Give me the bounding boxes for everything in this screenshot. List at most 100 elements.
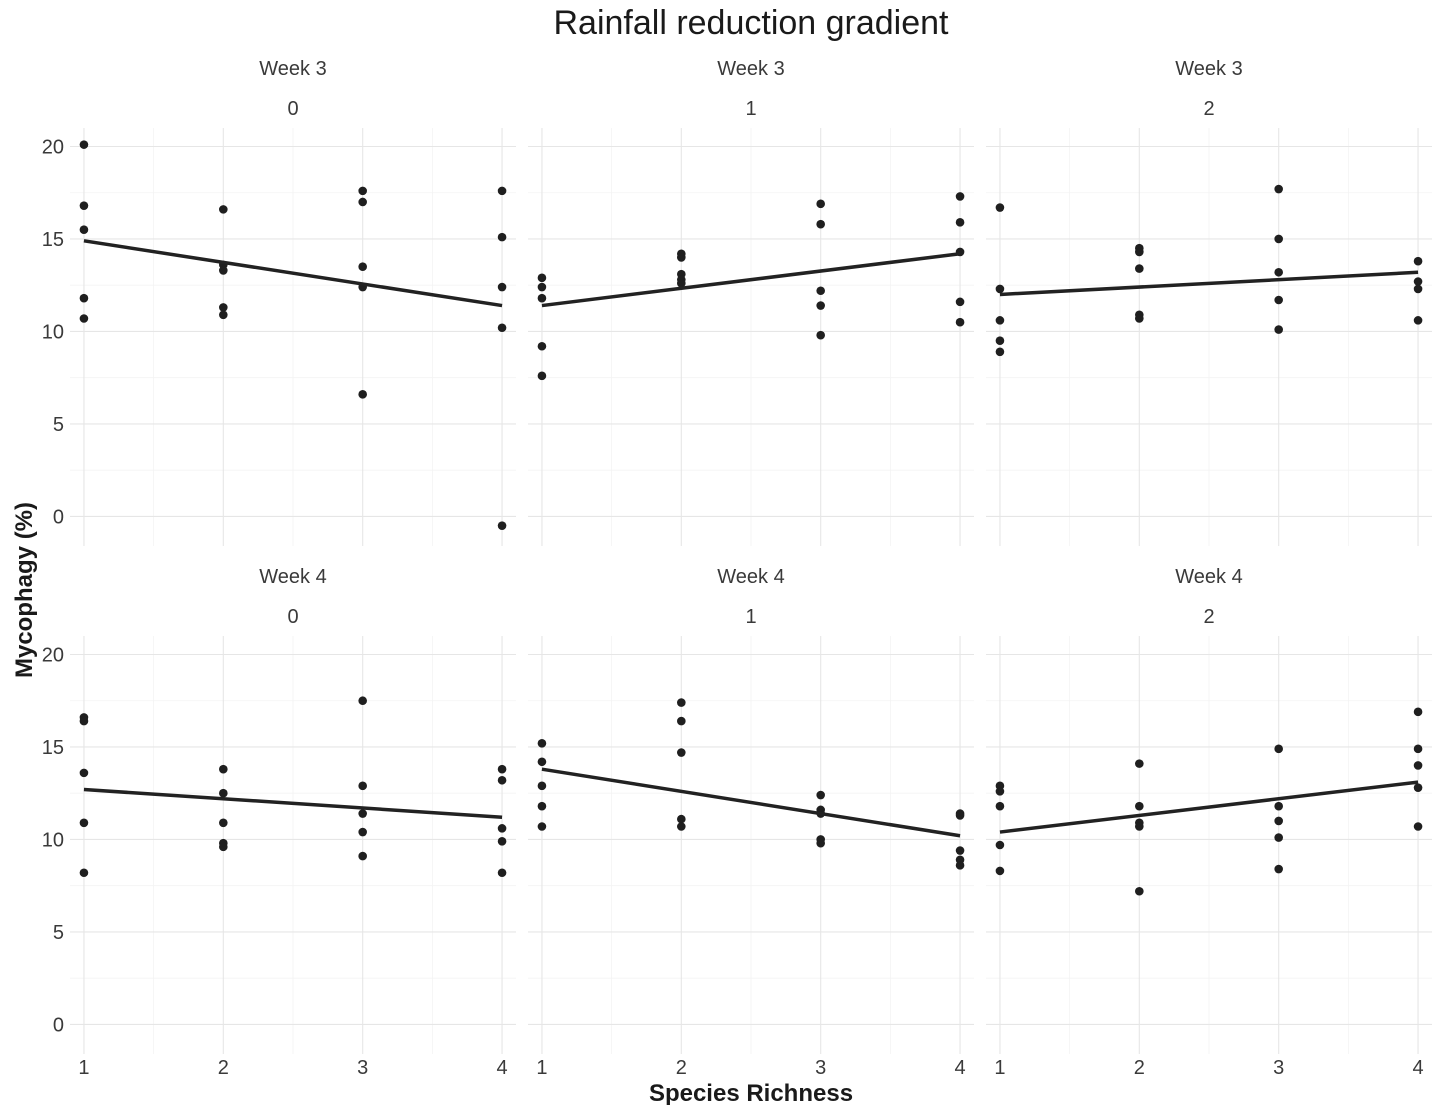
data-point xyxy=(537,822,547,831)
y-tick-label: 10 xyxy=(42,829,64,851)
data-point xyxy=(358,851,367,861)
x-tick-label: 2 xyxy=(676,1057,687,1079)
data-point xyxy=(1274,801,1283,811)
data-point xyxy=(955,861,965,870)
data-point xyxy=(995,336,1005,345)
facet-panel: Week 3 1 xyxy=(528,58,974,546)
y-tick-label: 15 xyxy=(42,737,64,759)
data-point xyxy=(1274,295,1283,305)
data-point xyxy=(995,866,1005,876)
data-point xyxy=(816,199,825,209)
data-point xyxy=(995,203,1005,212)
facet-strip-rainfall: 0 xyxy=(287,606,298,628)
data-point xyxy=(358,390,367,399)
data-point xyxy=(219,764,228,774)
x-axis-title: Species Richness xyxy=(649,1080,853,1105)
facet-strip-week: Week 3 xyxy=(259,58,326,80)
data-point xyxy=(79,868,89,878)
data-point xyxy=(219,303,228,312)
facet-panel: Week 3 2 xyxy=(986,58,1432,546)
x-tick-label: 4 xyxy=(1413,1057,1424,1079)
data-point xyxy=(1274,833,1283,842)
data-point xyxy=(677,822,686,831)
x-tick-label: 3 xyxy=(357,1057,368,1079)
regression-line xyxy=(83,787,503,820)
data-point xyxy=(537,757,547,767)
x-tick-label: 1 xyxy=(78,1057,89,1079)
facet-panel: Week 4 0 0 5 10 15 20 1 2 3 4 xyxy=(42,566,516,1079)
data-point xyxy=(358,186,367,196)
y-tick-label: 0 xyxy=(53,506,64,528)
x-tick-label: 2 xyxy=(218,1057,229,1079)
facet-panel: Week 3 0 0 5 10 15 20 xyxy=(42,58,516,546)
facet-strip-week: Week 3 xyxy=(717,58,784,80)
data-point xyxy=(358,696,367,706)
data-point xyxy=(497,868,507,878)
data-point xyxy=(79,225,89,235)
data-point xyxy=(1274,234,1283,244)
data-point xyxy=(816,219,825,229)
data-point xyxy=(816,838,825,848)
y-tick-label: 20 xyxy=(42,644,64,666)
data-point xyxy=(1274,816,1283,826)
x-tick-label: 3 xyxy=(1273,1057,1284,1079)
x-tick-label: 1 xyxy=(536,1057,547,1079)
data-point xyxy=(1135,886,1144,896)
data-point xyxy=(219,266,228,275)
y-tick-label: 5 xyxy=(53,922,64,944)
data-point xyxy=(358,781,367,791)
data-point xyxy=(995,347,1005,357)
data-point xyxy=(497,186,507,196)
data-point xyxy=(219,310,228,320)
data-point xyxy=(537,273,547,283)
y-tick-label: 5 xyxy=(53,414,64,436)
chart-title: Rainfall reduction gradient xyxy=(553,4,949,42)
data-point xyxy=(1413,256,1423,266)
data-point xyxy=(497,323,507,333)
data-point xyxy=(1274,184,1283,194)
data-point xyxy=(1135,822,1144,831)
facet-panel: Week 4 2 1 2 3 4 xyxy=(986,566,1432,1079)
data-point xyxy=(677,279,686,288)
regression-line xyxy=(999,270,1419,297)
data-point xyxy=(995,840,1005,850)
data-point xyxy=(955,192,965,201)
x-tick-label: 4 xyxy=(955,1057,966,1079)
facet-strip-rainfall: 1 xyxy=(745,98,756,120)
data-point xyxy=(219,788,228,798)
facet-strip-rainfall: 1 xyxy=(745,606,756,628)
facet-panels: Week 3 0 0 5 10 15 20 Week 3 1 Week 3 2 Week 4 0 0 5 10… xyxy=(42,58,1432,1079)
data-point xyxy=(497,282,507,292)
data-point xyxy=(79,293,89,303)
facet-strip-week: Week 4 xyxy=(1175,566,1242,588)
data-point xyxy=(537,738,547,748)
data-point xyxy=(677,698,686,707)
y-axis-title: Mycophagy (%) xyxy=(11,502,38,678)
data-point xyxy=(358,827,367,837)
data-point xyxy=(1135,247,1144,257)
y-tick-label: 20 xyxy=(42,136,64,158)
data-point xyxy=(816,790,825,800)
x-tick-label: 1 xyxy=(994,1057,1005,1079)
data-point xyxy=(955,218,965,227)
data-point xyxy=(995,787,1005,796)
data-point xyxy=(1413,744,1423,754)
data-point xyxy=(79,140,89,149)
data-point xyxy=(677,253,686,262)
data-point xyxy=(816,286,825,296)
data-point xyxy=(79,768,89,778)
data-point xyxy=(219,842,228,852)
data-point xyxy=(358,809,367,818)
facet-strip-rainfall: 0 xyxy=(287,98,298,120)
y-tick-label: 10 xyxy=(42,321,64,343)
data-point xyxy=(537,781,547,791)
facet-strip-week: Week 4 xyxy=(717,566,784,588)
x-tick-label: 3 xyxy=(815,1057,826,1079)
data-point xyxy=(1413,783,1423,792)
regression-line xyxy=(999,780,1419,834)
data-point xyxy=(1413,707,1423,717)
data-point xyxy=(995,284,1005,294)
data-point xyxy=(816,330,825,340)
data-point xyxy=(677,814,686,824)
